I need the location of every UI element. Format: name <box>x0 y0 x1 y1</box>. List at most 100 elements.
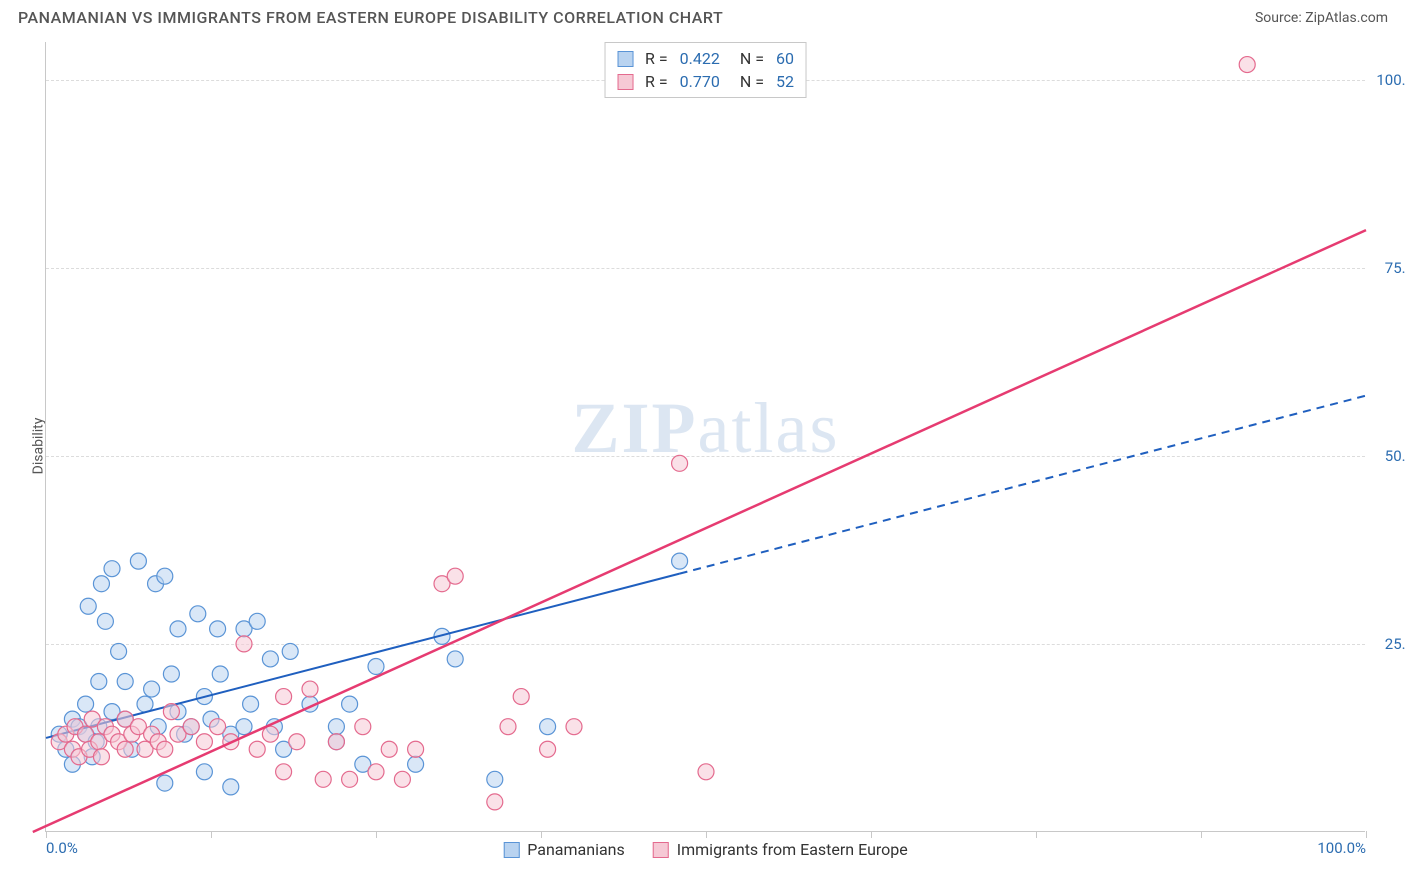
legend-row: R =0.422N =60 <box>617 47 794 70</box>
trend-line <box>46 574 680 738</box>
data-point <box>487 794 503 810</box>
legend-swatch <box>653 842 669 858</box>
data-point <box>487 771 503 787</box>
x-tick-label: 100.0% <box>1317 839 1366 857</box>
data-point <box>672 455 688 471</box>
data-point <box>262 651 278 667</box>
data-point <box>500 719 516 735</box>
data-point <box>672 553 688 569</box>
data-point <box>144 681 160 697</box>
y-tick-label: 75.0% <box>1385 259 1406 277</box>
data-point <box>447 651 463 667</box>
x-tick <box>376 831 377 838</box>
data-point <box>328 719 344 735</box>
x-tick <box>541 831 542 838</box>
source-attribution: Source: ZipAtlas.com <box>1255 10 1388 26</box>
x-tick <box>706 831 707 838</box>
data-point <box>276 764 292 780</box>
x-tick <box>1201 831 1202 838</box>
data-point <box>540 719 556 735</box>
data-point <box>394 771 410 787</box>
y-tick-label: 25.0% <box>1385 635 1406 653</box>
data-point <box>130 553 146 569</box>
data-point <box>342 696 358 712</box>
data-point <box>157 741 173 757</box>
legend-swatch <box>503 842 519 858</box>
x-tick <box>211 831 212 838</box>
data-point <box>163 666 179 682</box>
legend-r-label: R = <box>645 49 668 68</box>
correlation-legend: R =0.422N =60R =0.770N =52 <box>604 42 807 98</box>
legend-label: Panamanians <box>527 840 625 859</box>
x-tick <box>871 831 872 838</box>
legend-n-label: N = <box>740 49 764 68</box>
data-point <box>91 674 107 690</box>
data-point <box>698 764 714 780</box>
data-point <box>97 613 113 629</box>
data-point <box>163 704 179 720</box>
x-tick <box>46 831 47 838</box>
data-point <box>1239 57 1255 73</box>
data-point <box>513 689 529 705</box>
data-point <box>210 621 226 637</box>
data-point <box>540 741 556 757</box>
x-tick-label: 0.0% <box>46 839 78 857</box>
data-point <box>170 621 186 637</box>
y-tick-label: 100.0% <box>1376 71 1406 89</box>
data-point <box>196 734 212 750</box>
data-point <box>210 719 226 735</box>
x-tick <box>1366 831 1367 838</box>
legend-r-value: 0.422 <box>680 49 720 68</box>
data-point <box>276 689 292 705</box>
data-point <box>80 598 96 614</box>
data-point <box>212 666 228 682</box>
data-point <box>157 568 173 584</box>
chart-plot-area: ZIPatlas 25.0%50.0%75.0%100.0% 0.0%100.0… <box>45 42 1365 832</box>
data-point <box>104 561 120 577</box>
data-point <box>111 643 127 659</box>
data-point <box>408 756 424 772</box>
legend-swatch <box>617 51 633 67</box>
data-point <box>249 741 265 757</box>
legend-swatch <box>617 74 633 90</box>
data-point <box>381 741 397 757</box>
legend-item: Immigrants from Eastern Europe <box>653 840 908 859</box>
data-point <box>315 771 331 787</box>
legend-r-label: R = <box>645 72 668 91</box>
data-point <box>447 568 463 584</box>
legend-row: R =0.770N =52 <box>617 70 794 93</box>
series-legend: Panamanians Immigrants from Eastern Europ… <box>503 840 908 859</box>
data-point <box>243 696 259 712</box>
trend-line-dashed <box>680 396 1366 574</box>
trend-line <box>33 230 1366 832</box>
scatter-svg <box>46 42 1365 831</box>
legend-item: Panamanians <box>503 840 625 859</box>
data-point <box>183 719 199 735</box>
y-tick-label: 50.0% <box>1385 447 1406 465</box>
data-point <box>328 734 344 750</box>
data-point <box>355 719 371 735</box>
data-point <box>249 613 265 629</box>
data-point <box>368 764 384 780</box>
data-point <box>236 636 252 652</box>
data-point <box>566 719 582 735</box>
legend-label: Immigrants from Eastern Europe <box>677 840 908 859</box>
y-axis-label: Disability <box>30 418 46 475</box>
data-point <box>117 741 133 757</box>
data-point <box>289 734 305 750</box>
data-point <box>236 719 252 735</box>
data-point <box>137 696 153 712</box>
data-point <box>342 771 358 787</box>
data-point <box>223 779 239 795</box>
data-point <box>408 741 424 757</box>
data-point <box>157 775 173 791</box>
data-point <box>93 576 109 592</box>
data-point <box>117 674 133 690</box>
data-point <box>282 643 298 659</box>
chart-title: PANAMANIAN VS IMMIGRANTS FROM EASTERN EU… <box>18 8 723 27</box>
data-point <box>368 658 384 674</box>
data-point <box>190 606 206 622</box>
legend-n-label: N = <box>740 72 764 91</box>
legend-r-value: 0.770 <box>680 72 720 91</box>
data-point <box>93 749 109 765</box>
